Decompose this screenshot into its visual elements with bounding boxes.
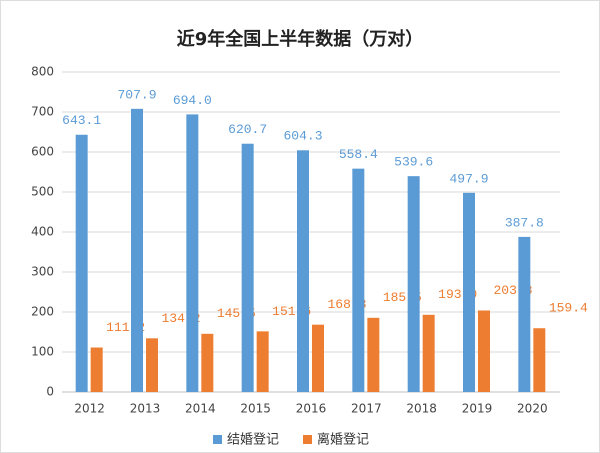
legend-swatch	[303, 435, 312, 444]
x-tick-label: 2012	[74, 402, 105, 416]
y-tick-label: 0	[46, 385, 54, 399]
bar	[422, 314, 435, 392]
x-tick-label: 2020	[517, 402, 548, 416]
y-tick-label: 800	[31, 65, 54, 79]
value-label: 159.4	[549, 301, 588, 316]
bar	[367, 317, 380, 392]
x-tick-label: 2018	[406, 402, 437, 416]
bar	[131, 108, 143, 392]
value-label: 387.8	[505, 215, 544, 230]
value-label: 497.9	[449, 171, 488, 186]
y-tick-label: 100	[31, 345, 54, 359]
bar	[146, 338, 158, 392]
value-label: 643.1	[62, 113, 101, 128]
y-tick-label: 600	[31, 145, 54, 159]
bar	[256, 331, 269, 392]
x-tick-label: 2014	[185, 402, 216, 416]
value-label: 558.4	[339, 147, 378, 162]
bar	[518, 236, 531, 392]
bar	[533, 328, 546, 392]
x-tick-label: 2017	[351, 402, 382, 416]
bar	[352, 168, 365, 392]
y-tick-label: 400	[31, 225, 54, 239]
x-tick-label: 2013	[130, 402, 161, 416]
y-tick-label: 700	[31, 105, 54, 119]
x-tick-label: 2015	[240, 402, 271, 416]
bar	[312, 324, 324, 392]
x-tick-label: 2016	[296, 402, 327, 416]
bar	[478, 310, 490, 392]
y-tick-label: 200	[31, 305, 54, 319]
value-label: 694.0	[173, 93, 212, 108]
value-label: 539.6	[394, 155, 433, 170]
bar	[241, 143, 254, 392]
value-label: 604.3	[283, 129, 322, 144]
bar	[463, 192, 475, 392]
bar	[186, 114, 199, 393]
bar	[75, 134, 88, 392]
value-label: 707.9	[117, 87, 156, 102]
bar	[297, 150, 309, 392]
legend-swatch	[213, 435, 222, 444]
value-label: 620.7	[228, 122, 267, 137]
bar	[201, 333, 214, 392]
bar	[90, 347, 103, 392]
chart-title: 近9年全国上半年数据（万对）	[177, 28, 424, 50]
x-tick-label: 2019	[462, 402, 493, 416]
bar	[407, 176, 420, 392]
legend-label: 结婚登记	[227, 433, 279, 448]
legend-label: 离婚登记	[317, 432, 369, 448]
y-tick-label: 300	[31, 265, 54, 279]
y-tick-label: 500	[31, 185, 54, 199]
